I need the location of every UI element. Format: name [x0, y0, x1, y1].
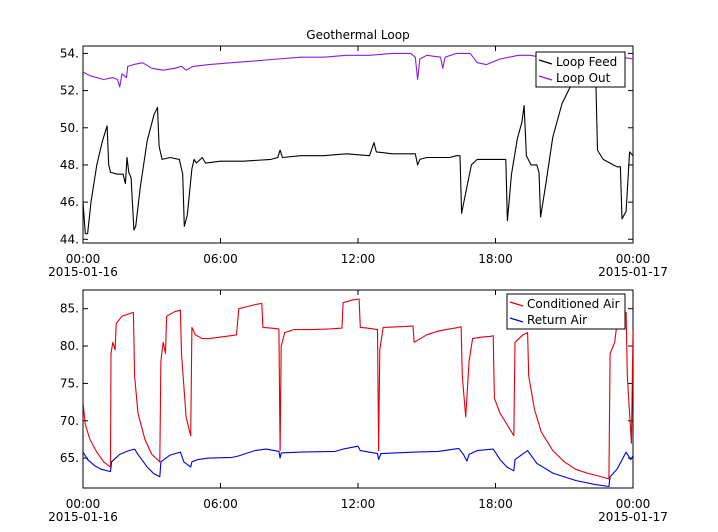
series-line-loop-feed — [83, 52, 633, 235]
legend-swatch — [509, 301, 524, 307]
y-tick-label: 75. — [60, 376, 79, 390]
y-tick-label: 48. — [60, 158, 79, 172]
legend-swatch — [538, 59, 553, 65]
y-tick-label: 85. — [60, 302, 79, 316]
y-tick-label: 46. — [60, 195, 79, 209]
x-tick-label: 00:00 — [66, 497, 101, 511]
y-tick-label: 44. — [60, 232, 79, 246]
legend-swatch — [509, 317, 524, 323]
x-tick-label: 00:00 — [616, 252, 651, 266]
legend-label: Conditioned Air — [527, 297, 620, 311]
x-tick-date-label: 2015-01-16 — [48, 510, 118, 524]
x-tick-label: 00:00 — [616, 497, 651, 511]
y-tick-label: 52. — [60, 84, 79, 98]
legend-label: Loop Feed — [556, 55, 617, 69]
series-line-loop-out — [83, 52, 633, 88]
chart-title: Geothermal Loop — [306, 28, 409, 42]
y-tick-label: 65. — [60, 451, 79, 465]
x-tick-label: 18:00 — [478, 252, 513, 266]
legend-box — [535, 51, 626, 88]
series-line-conditioned-air — [83, 298, 633, 480]
y-tick-label: 50. — [60, 121, 79, 135]
legend-swatch — [538, 75, 553, 81]
x-tick-date-label: 2015-01-16 — [48, 265, 118, 279]
series-line-return-air — [83, 445, 633, 488]
x-tick-label: 06:00 — [203, 497, 238, 511]
x-tick-date-label: 2015-01-17 — [598, 510, 668, 524]
x-tick-label: 12:00 — [341, 252, 376, 266]
legend-box — [506, 293, 626, 330]
legend-label: Return Air — [527, 313, 587, 327]
legend-label: Loop Out — [556, 71, 611, 85]
x-tick-label: 12:00 — [341, 497, 376, 511]
x-tick-label: 06:00 — [203, 252, 238, 266]
x-tick-date-label: 2015-01-17 — [598, 265, 668, 279]
y-tick-label: 70. — [60, 414, 79, 428]
x-tick-label: 00:00 — [66, 252, 101, 266]
y-tick-label: 80. — [60, 339, 79, 353]
y-tick-label: 54. — [60, 46, 79, 60]
x-tick-label: 18:00 — [478, 497, 513, 511]
